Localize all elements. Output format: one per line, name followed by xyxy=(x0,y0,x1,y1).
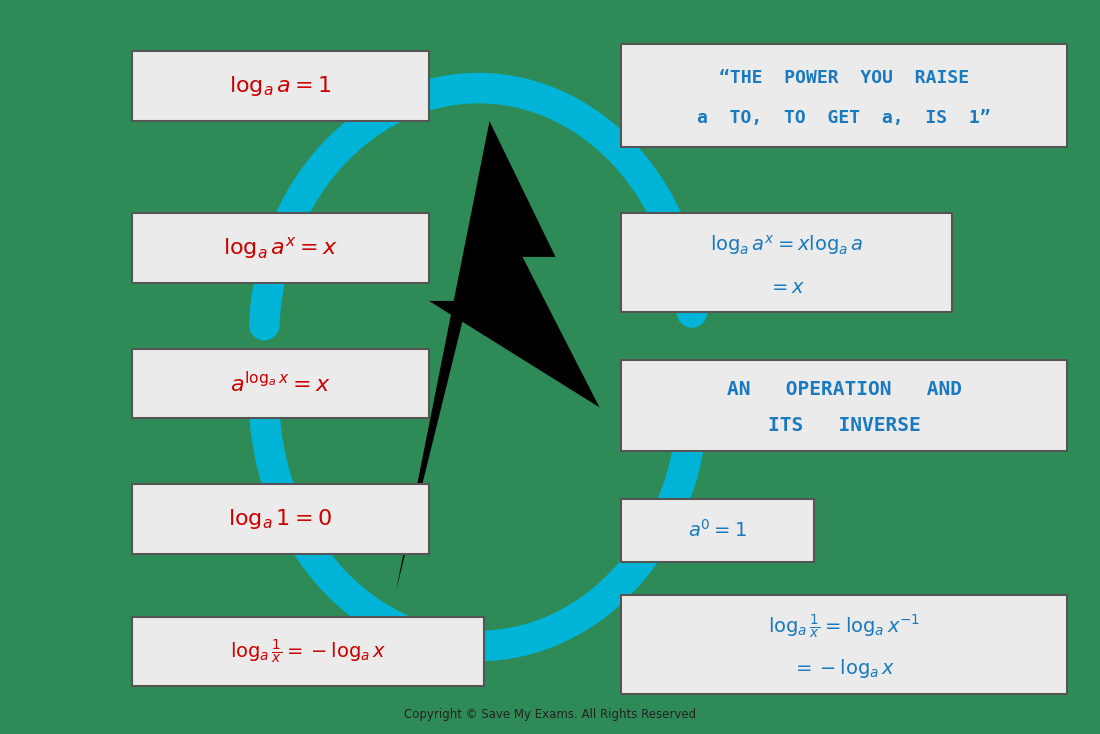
FancyBboxPatch shape xyxy=(621,44,1067,147)
FancyBboxPatch shape xyxy=(132,349,429,418)
Text: $\log_a 1 = 0$: $\log_a 1 = 0$ xyxy=(229,507,332,531)
Polygon shape xyxy=(396,121,600,591)
FancyBboxPatch shape xyxy=(621,360,1067,451)
FancyBboxPatch shape xyxy=(621,595,1067,694)
FancyBboxPatch shape xyxy=(132,213,429,283)
Text: $= x$: $= x$ xyxy=(768,277,805,297)
Text: $= -\log_a x$: $= -\log_a x$ xyxy=(792,658,896,680)
FancyBboxPatch shape xyxy=(132,617,484,686)
Text: $a^0 = 1$: $a^0 = 1$ xyxy=(689,520,747,541)
FancyBboxPatch shape xyxy=(132,484,429,554)
FancyBboxPatch shape xyxy=(621,213,952,312)
Text: “THE  POWER  YOU  RAISE: “THE POWER YOU RAISE xyxy=(719,69,969,87)
Text: $\log_a a = 1$: $\log_a a = 1$ xyxy=(229,74,332,98)
Text: AN   OPERATION   AND: AN OPERATION AND xyxy=(727,380,961,399)
Text: $\log_a a^x = x$: $\log_a a^x = x$ xyxy=(223,235,338,261)
Text: ITS   INVERSE: ITS INVERSE xyxy=(768,416,921,435)
FancyBboxPatch shape xyxy=(621,499,814,562)
Text: a  TO,  TO  GET  a,  IS  1”: a TO, TO GET a, IS 1” xyxy=(697,109,991,127)
Text: $a^{\log_a x} = x$: $a^{\log_a x} = x$ xyxy=(230,371,331,396)
Text: Copyright © Save My Exams. All Rights Reserved: Copyright © Save My Exams. All Rights Re… xyxy=(404,708,696,721)
Text: $\log_a a^x = x\log_a a$: $\log_a a^x = x\log_a a$ xyxy=(710,233,864,257)
Text: $\log_a \frac{1}{x} = -\log_a x$: $\log_a \frac{1}{x} = -\log_a x$ xyxy=(230,637,386,666)
Text: $\log_a \frac{1}{x} = \log_a x^{-1}$: $\log_a \frac{1}{x} = \log_a x^{-1}$ xyxy=(768,612,921,640)
FancyBboxPatch shape xyxy=(132,51,429,121)
